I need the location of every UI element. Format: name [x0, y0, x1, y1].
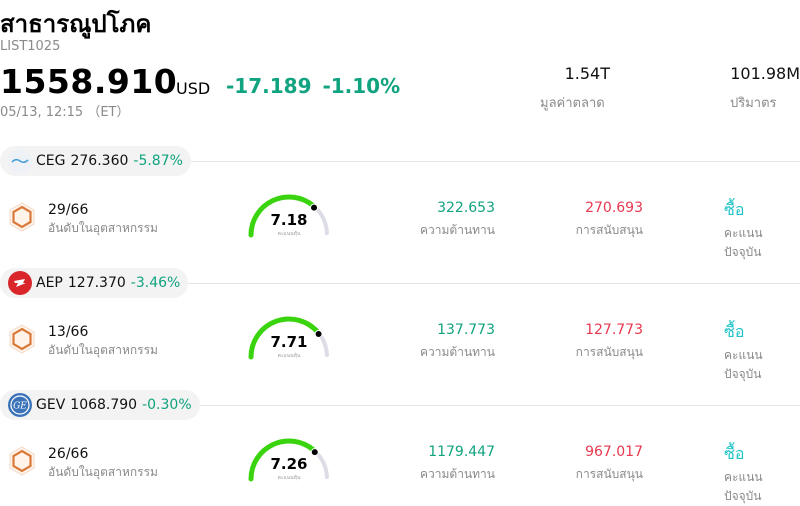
resistance-value: 1179.447	[428, 444, 495, 460]
resistance-value: 137.773	[437, 322, 495, 338]
price-change: -17.189 -1.10%	[226, 74, 400, 98]
volume-label: ปริมาตร	[730, 96, 777, 111]
rank-badge-icon	[9, 202, 35, 232]
aep-logo-icon	[8, 271, 32, 295]
industry-rank: 26/66	[48, 446, 89, 462]
constellation-logo-icon	[8, 149, 32, 173]
score-value: 7.26	[270, 455, 307, 473]
volume-value: 101.98M	[730, 64, 800, 83]
gauge-fill	[248, 438, 317, 482]
industry-rank-label: อันดับในอุตสาหกรรม	[48, 465, 158, 479]
stock-change-percent: -3.46%	[130, 275, 181, 291]
stock-price: 276.360	[70, 153, 129, 169]
market-cap-label: มูลค่าตลาด	[540, 96, 605, 111]
support-value: 270.693	[585, 200, 643, 216]
rating-buy[interactable]: ซื้อ	[724, 444, 745, 463]
score-label: คะแนนหุ้น	[278, 474, 301, 481]
stock-change-percent: -0.30%	[142, 397, 192, 413]
stock-ticker: AEP	[36, 275, 63, 291]
stock-price: 1068.790	[70, 397, 138, 413]
stock-price: 127.370	[67, 275, 126, 291]
svg-text:GE: GE	[13, 402, 27, 412]
rating-buy[interactable]: ซื้อ	[724, 322, 745, 341]
stock-change-percent: -5.87%	[133, 153, 183, 169]
industry-rank-label: อันดับในอุตสาหกรรม	[48, 343, 158, 357]
gauge-fill	[248, 316, 321, 360]
row-divider	[186, 161, 800, 162]
timestamp: 05/13, 12:15 （ET）	[0, 105, 130, 120]
support-value: 967.017	[585, 444, 643, 460]
list-code: LIST1025	[0, 39, 61, 54]
market-cap-value: 1.54T	[564, 64, 610, 83]
page-title: สาธารณูปโภค	[0, 10, 152, 38]
resistance-value: 322.653	[437, 200, 495, 216]
gauge-knob	[314, 329, 323, 338]
row-divider	[186, 283, 800, 284]
support-label: การสนับสนุน	[575, 467, 643, 481]
score-value: 7.18	[270, 211, 307, 229]
change-value: -17.189	[226, 74, 312, 98]
gauge-knob	[310, 448, 319, 457]
stock-pill-gev[interactable]: GE GEV 1068.790 -0.30%	[0, 390, 200, 420]
row-divider	[186, 405, 800, 406]
stock-ticker: CEG	[36, 153, 66, 169]
industry-rank-label: อันดับในอุตสาหกรรม	[48, 221, 158, 235]
stock-pill-ceg[interactable]: CEG 276.360 -5.87%	[0, 146, 191, 176]
score-value: 7.71	[270, 333, 307, 351]
score-label: คะแนนหุ้น	[278, 230, 301, 237]
change-percent: -1.10%	[322, 74, 401, 98]
gauge-knob	[310, 203, 319, 212]
support-label: การสนับสนุน	[575, 345, 643, 359]
current-rating-label: คะแนนปัจจุบัน	[724, 226, 763, 259]
rating-buy[interactable]: ซื้อ	[724, 200, 745, 219]
index-price: 1558.910	[0, 62, 178, 101]
stock-pill-aep[interactable]: AEP 127.370 -3.46%	[0, 268, 189, 298]
industry-rank: 29/66	[48, 202, 89, 218]
resistance-label: ความต้านทาน	[420, 345, 495, 359]
support-label: การสนับสนุน	[575, 223, 643, 237]
rank-badge-icon	[9, 446, 35, 476]
industry-rank: 13/66	[48, 324, 89, 340]
support-value: 127.773	[585, 322, 643, 338]
score-label: คะแนนหุ้น	[278, 352, 301, 359]
currency: USD	[176, 79, 211, 98]
resistance-label: ความต้านทาน	[420, 467, 495, 481]
current-rating-label: คะแนนปัจจุบัน	[724, 470, 763, 503]
gauge-fill	[248, 194, 316, 238]
stock-ticker: GEV	[36, 397, 66, 413]
ge-logo-icon: GE	[8, 393, 32, 417]
current-rating-label: คะแนนปัจจุบัน	[724, 348, 763, 381]
resistance-label: ความต้านทาน	[420, 223, 495, 237]
rank-badge-icon	[9, 324, 35, 354]
